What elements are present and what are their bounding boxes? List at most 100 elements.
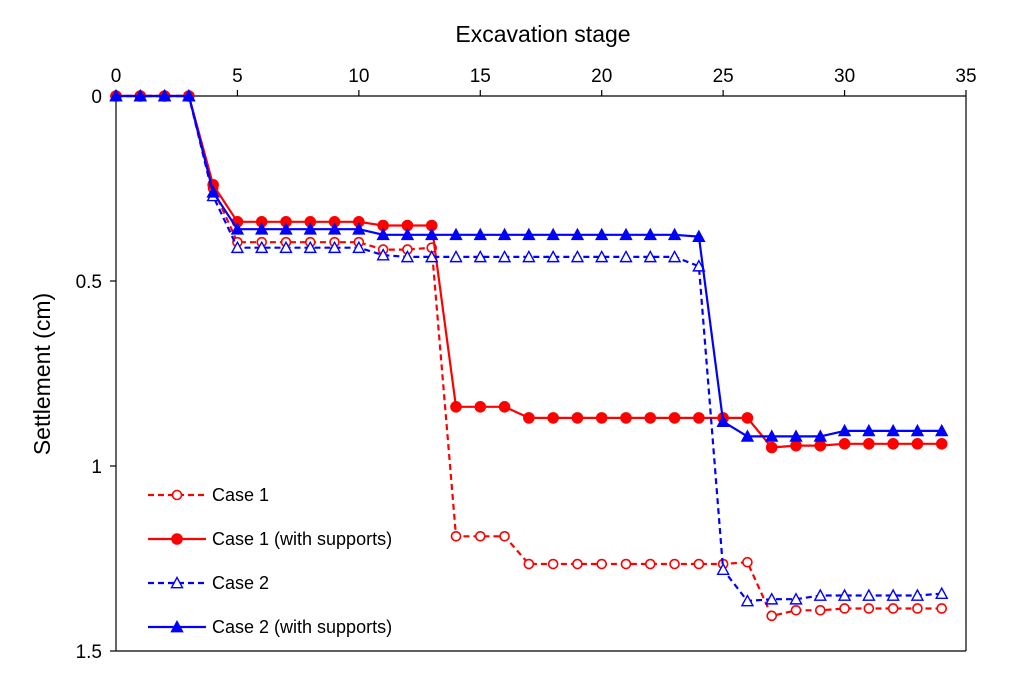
data-point: [352, 240, 366, 254]
data-point: [109, 89, 123, 102]
data-point: [255, 240, 269, 254]
x-tick-label: 0: [111, 66, 122, 87]
data-point: [886, 423, 900, 437]
data-point: [765, 429, 779, 442]
data-point: [327, 240, 342, 254]
x-tick-label: 30: [834, 66, 855, 87]
data-point: [765, 592, 779, 605]
x-tick-label: 35: [955, 66, 976, 87]
data-point: [813, 588, 827, 601]
data-point: [474, 530, 486, 542]
data-point: [449, 227, 463, 241]
legend-swatch-marker: [171, 533, 183, 545]
legend-swatch-marker: [171, 489, 183, 501]
data-point: [595, 227, 609, 241]
data-point: [230, 222, 245, 235]
legend-label: Case 1 (with supports): [212, 529, 392, 549]
data-point: [182, 89, 196, 102]
data-point: [643, 227, 657, 241]
data-point: [133, 89, 147, 102]
data-point: [499, 530, 510, 542]
data-point: [547, 558, 559, 570]
data-point: [837, 588, 852, 601]
data-point: [596, 558, 608, 570]
data-point: [741, 412, 754, 424]
legend-label: Case 2: [212, 573, 269, 593]
plot-area: [115, 95, 967, 652]
data-point: [669, 558, 680, 570]
data-point: [935, 586, 949, 600]
data-point: [814, 604, 826, 616]
data-point: [863, 437, 875, 450]
legend-label: Case 2 (with supports): [212, 617, 392, 637]
data-point: [498, 400, 511, 413]
data-point: [668, 412, 681, 424]
data-point: [546, 249, 560, 263]
data-point: [716, 414, 730, 427]
data-point: [400, 227, 415, 241]
data-point: [886, 588, 900, 601]
data-point: [813, 429, 827, 442]
data-point: [887, 603, 899, 614]
legend-swatch-marker: [170, 576, 184, 589]
data-point: [667, 227, 682, 241]
data-point: [400, 249, 415, 263]
data-point: [473, 249, 487, 263]
data-point: [765, 441, 778, 454]
data-point: [790, 439, 802, 452]
data-point: [911, 437, 924, 450]
data-point: [157, 89, 172, 102]
x-axis-ticks: 0 5 10 15 20 25 30 35: [111, 66, 977, 96]
data-point: [450, 400, 462, 413]
data-point: [693, 558, 705, 570]
data-point: [620, 412, 632, 424]
legend-item: Case 2 (with supports): [148, 617, 392, 637]
data-point: [547, 412, 559, 424]
data-point: [450, 530, 462, 542]
data-point: [862, 588, 876, 601]
data-point: [497, 249, 512, 263]
y-tick-label: 1.5: [76, 642, 102, 663]
data-point: [474, 400, 487, 413]
legend-item: Case 2: [148, 573, 269, 593]
data-point: [935, 423, 949, 437]
series-line: [116, 94, 942, 618]
data-point: [740, 429, 755, 442]
data-point: [279, 240, 293, 254]
data-point: [912, 603, 923, 614]
data-point: [279, 222, 293, 235]
data-point: [839, 603, 850, 614]
data-point: [523, 558, 535, 570]
y-tick-label: 1: [91, 457, 102, 478]
legend-label: Case 1: [212, 485, 269, 505]
data-point: [522, 249, 536, 263]
data-point: [570, 249, 585, 263]
data-point: [572, 558, 583, 570]
data-point: [862, 423, 876, 437]
data-point: [425, 227, 439, 241]
x-tick-label: 10: [348, 66, 369, 87]
data-point: [449, 249, 463, 263]
data-point: [716, 562, 730, 575]
data-point: [643, 249, 657, 263]
data-point: [742, 556, 753, 568]
series-4: [109, 89, 949, 442]
data-point: [766, 610, 778, 622]
data-point: [376, 227, 390, 241]
data-point: [230, 240, 245, 254]
data-point: [692, 229, 706, 242]
data-point: [546, 227, 560, 241]
x-tick-label: 5: [232, 66, 243, 87]
data-point: [789, 429, 803, 442]
data-point: [619, 227, 633, 241]
legend-item: Case 1 (with supports): [148, 529, 392, 549]
legend-swatch-marker: [170, 620, 184, 633]
y-tick-label: 0: [91, 87, 102, 108]
x-tick-label: 20: [591, 66, 612, 87]
x-tick-label: 15: [470, 66, 491, 87]
data-point: [693, 412, 705, 424]
data-point: [814, 439, 827, 452]
data-point: [740, 594, 755, 607]
y-tick-label: 0.5: [76, 272, 102, 293]
